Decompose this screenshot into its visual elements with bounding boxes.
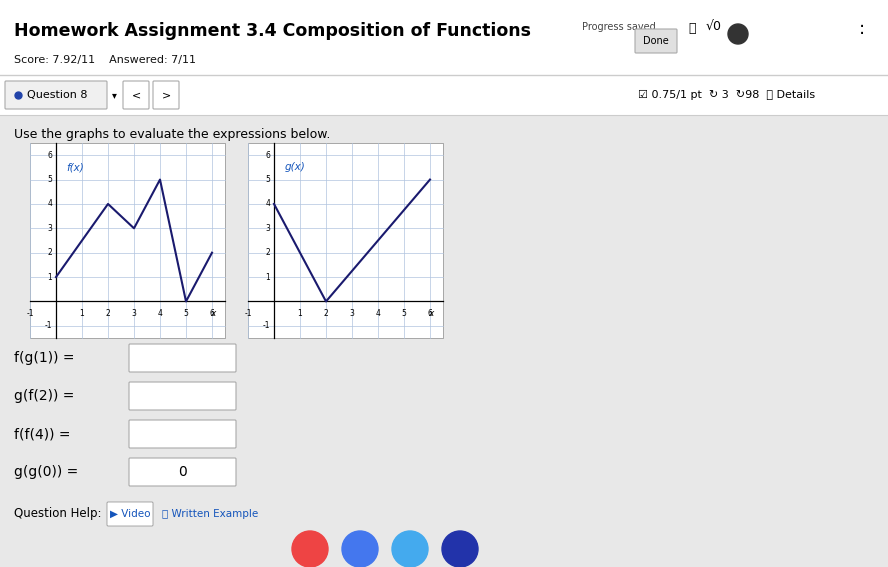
Text: 6: 6 <box>266 151 270 160</box>
Text: Use the graphs to evaluate the expressions below.: Use the graphs to evaluate the expressio… <box>14 128 330 141</box>
Text: -1: -1 <box>244 310 252 319</box>
Text: :: : <box>859 20 865 38</box>
FancyBboxPatch shape <box>635 29 677 53</box>
Text: 6: 6 <box>210 310 214 319</box>
Text: 1: 1 <box>80 310 84 319</box>
Text: 1: 1 <box>266 273 270 282</box>
Bar <box>30 143 225 338</box>
Text: 6: 6 <box>427 310 432 319</box>
Text: <: < <box>131 90 140 100</box>
Text: 5: 5 <box>184 310 188 319</box>
Text: 2: 2 <box>47 248 52 257</box>
Text: 3: 3 <box>350 310 354 319</box>
Text: 4: 4 <box>376 310 380 319</box>
Circle shape <box>292 531 328 567</box>
Text: 2: 2 <box>323 310 329 319</box>
Bar <box>248 143 443 338</box>
FancyBboxPatch shape <box>107 502 153 526</box>
Text: Score: 7.92/11    Answered: 7/11: Score: 7.92/11 Answered: 7/11 <box>14 55 196 65</box>
Text: 3: 3 <box>47 224 52 233</box>
Text: Question Help:: Question Help: <box>14 507 101 521</box>
FancyBboxPatch shape <box>129 420 236 448</box>
Text: g(f(2)) =: g(f(2)) = <box>14 389 75 403</box>
Text: f(f(4)) =: f(f(4)) = <box>14 427 70 441</box>
Text: 3: 3 <box>266 224 270 233</box>
Text: 6: 6 <box>47 151 52 160</box>
Text: 5: 5 <box>47 175 52 184</box>
Text: ▶ Video: ▶ Video <box>110 509 150 519</box>
FancyBboxPatch shape <box>129 458 236 486</box>
Text: Homework Assignment 3.4 Composition of Functions: Homework Assignment 3.4 Composition of F… <box>14 22 531 40</box>
Text: -1: -1 <box>27 310 34 319</box>
FancyBboxPatch shape <box>129 344 236 372</box>
Text: 4: 4 <box>47 200 52 209</box>
Text: -1: -1 <box>44 321 52 331</box>
Text: 📄 Written Example: 📄 Written Example <box>162 509 258 519</box>
Text: Question 8: Question 8 <box>27 90 88 100</box>
FancyBboxPatch shape <box>153 81 179 109</box>
Text: Done: Done <box>643 36 669 46</box>
Text: 1: 1 <box>297 310 303 319</box>
Circle shape <box>392 531 428 567</box>
Bar <box>0 0 888 75</box>
Bar <box>0 75 888 115</box>
Text: g(x): g(x) <box>284 163 305 172</box>
Text: ☑ 0.75/1 pt  ↻ 3  ↻98  ⓘ Details: ☑ 0.75/1 pt ↻ 3 ↻98 ⓘ Details <box>638 90 815 100</box>
Text: x: x <box>428 310 433 319</box>
Text: 1: 1 <box>47 273 52 282</box>
Text: f(x): f(x) <box>67 163 84 172</box>
Text: ▾: ▾ <box>112 90 117 100</box>
Text: Progress saved: Progress saved <box>582 22 655 32</box>
Text: 4: 4 <box>157 310 163 319</box>
FancyBboxPatch shape <box>5 81 107 109</box>
Text: f(g(1)) =: f(g(1)) = <box>14 351 75 365</box>
Text: 5: 5 <box>266 175 270 184</box>
FancyBboxPatch shape <box>123 81 149 109</box>
Text: >: > <box>162 90 170 100</box>
Text: 5: 5 <box>401 310 407 319</box>
Text: 0: 0 <box>178 465 186 479</box>
Text: g(g(0)) =: g(g(0)) = <box>14 465 78 479</box>
Text: 薄: 薄 <box>688 22 695 35</box>
Text: 3: 3 <box>131 310 137 319</box>
Text: 4: 4 <box>266 200 270 209</box>
Circle shape <box>342 531 378 567</box>
Circle shape <box>442 531 478 567</box>
FancyBboxPatch shape <box>129 382 236 410</box>
Text: √0: √0 <box>706 20 722 33</box>
Text: 2: 2 <box>106 310 110 319</box>
Text: x: x <box>210 310 216 319</box>
Circle shape <box>728 24 748 44</box>
Text: -1: -1 <box>263 321 270 331</box>
Text: 2: 2 <box>266 248 270 257</box>
